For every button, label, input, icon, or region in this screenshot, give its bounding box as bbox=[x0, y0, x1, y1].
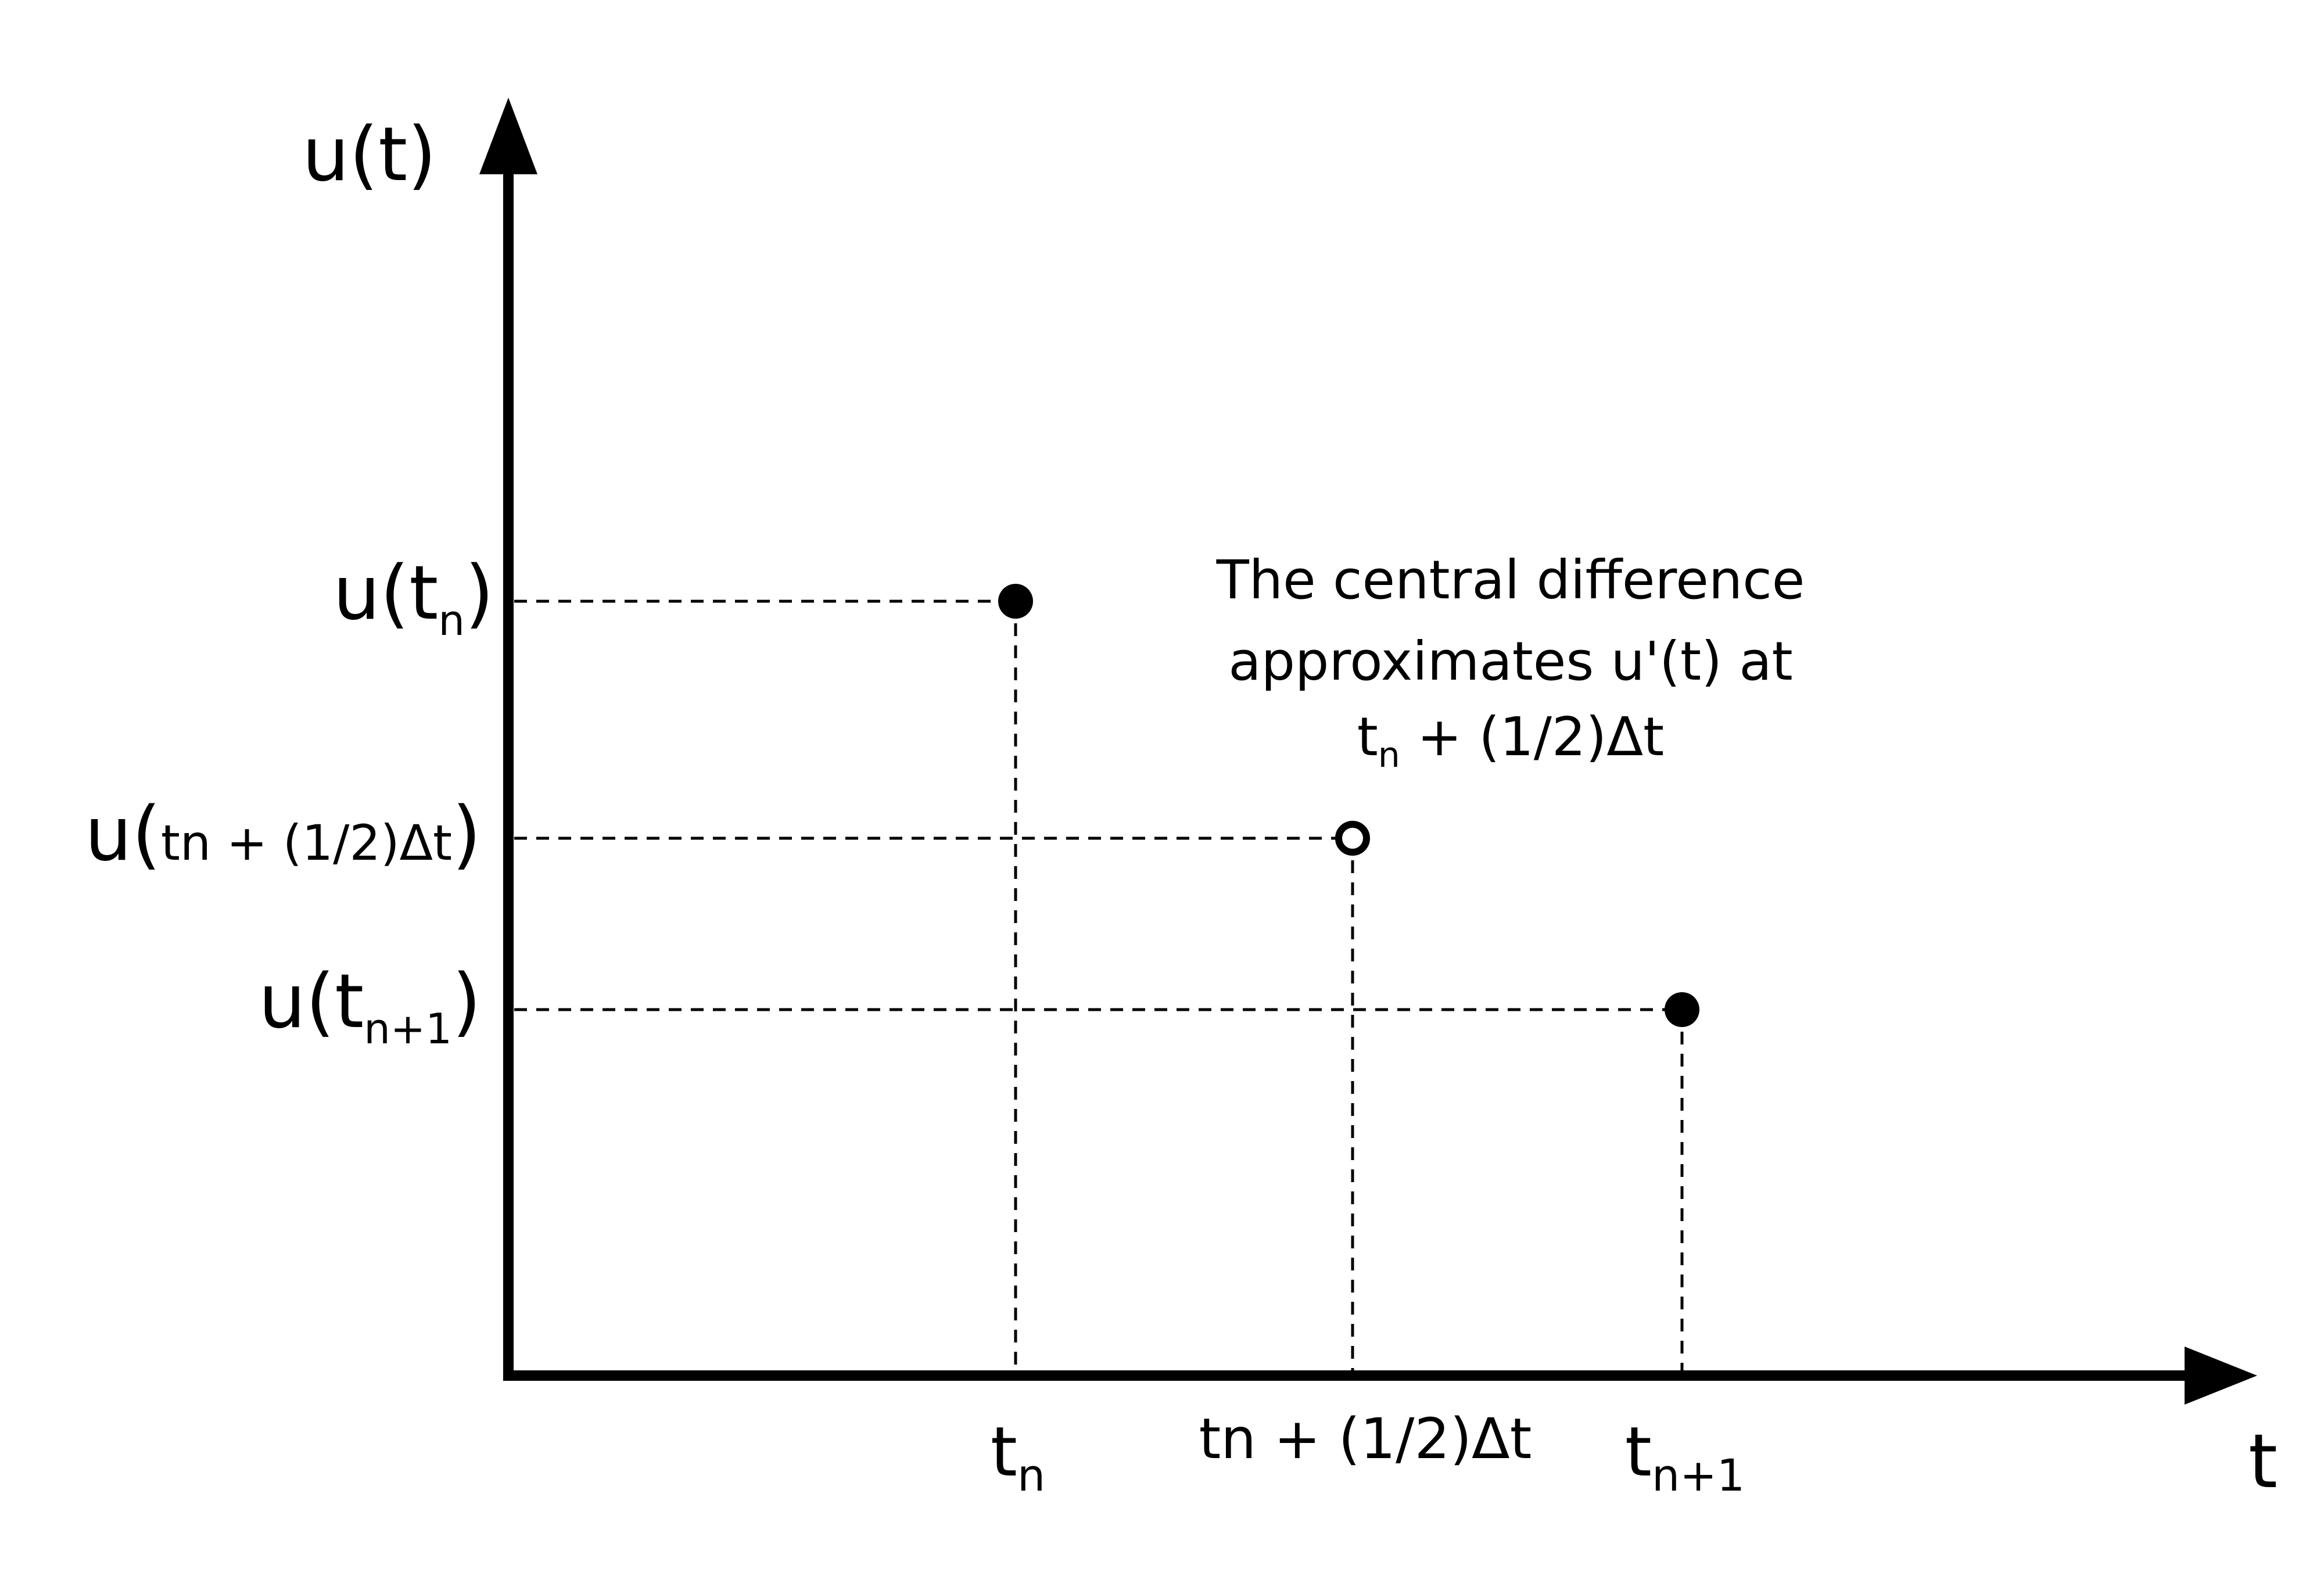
y-label-u-tn1-main: u(t bbox=[259, 958, 364, 1045]
y-label-u-tn1-close: ) bbox=[452, 958, 481, 1045]
annotation-line-3-sub: n bbox=[1378, 735, 1400, 776]
annotation-line-3: tn + (1/2)Δt bbox=[1357, 706, 1665, 776]
point-u-tn1 bbox=[1665, 992, 1699, 1027]
y-label-u-midpoint: u(tn + (1/2)Δt) bbox=[85, 791, 481, 878]
point-u-midpoint bbox=[1335, 821, 1370, 856]
annotation-line-3-main: t bbox=[1357, 706, 1378, 768]
x-label-tn: tn bbox=[991, 1412, 1045, 1501]
annotation-line-1: The central difference bbox=[1216, 549, 1805, 611]
y-axis-title: u(t) bbox=[302, 112, 436, 198]
y-label-u-tn: u(tn) bbox=[333, 550, 494, 645]
y-label-u-tn-close: ) bbox=[465, 550, 494, 637]
y-label-u-mid-inner: tn + (1/2)Δt bbox=[161, 814, 452, 871]
y-label-u-mid-open: u( bbox=[85, 791, 161, 878]
point-u-tn bbox=[998, 584, 1033, 619]
y-axis-arrowhead bbox=[479, 98, 537, 174]
x-label-tn-sub: n bbox=[1017, 1449, 1045, 1501]
y-label-u-tn1: u(tn+1) bbox=[259, 958, 481, 1053]
x-label-midpoint: tn + (1/2)Δt bbox=[1199, 1406, 1532, 1471]
annotation-line-2: approximates u'(t) at bbox=[1228, 630, 1792, 692]
y-label-u-tn-sub: n bbox=[438, 596, 465, 645]
y-label-u-tn1-sub: n+1 bbox=[364, 1004, 452, 1053]
annotation-line-3-rest: + (1/2)Δt bbox=[1400, 706, 1664, 768]
x-label-tn1-main: t bbox=[1625, 1412, 1652, 1492]
x-label-tn-main: t bbox=[991, 1412, 1017, 1492]
x-label-tn1-sub: n+1 bbox=[1652, 1449, 1745, 1501]
x-label-tn1: tn+1 bbox=[1625, 1412, 1745, 1501]
x-axis-arrowhead bbox=[2185, 1347, 2257, 1405]
x-axis-title: t bbox=[2248, 1419, 2278, 1505]
y-label-u-mid-close: ) bbox=[452, 791, 481, 878]
y-label-u-tn-main: u(t bbox=[333, 550, 438, 637]
